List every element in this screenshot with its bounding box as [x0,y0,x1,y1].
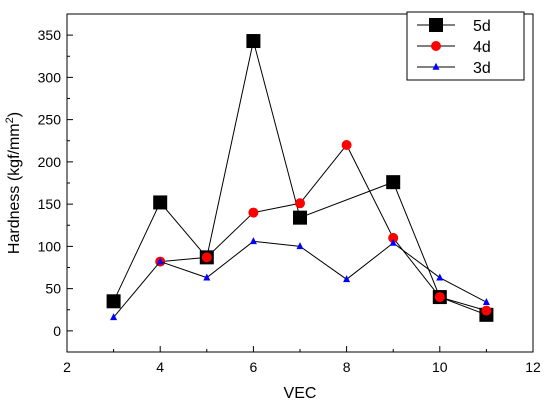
y-tick-label: 350 [38,27,62,43]
x-tick-label: 8 [343,359,351,375]
series-3d [110,237,490,321]
y-tick-label: 200 [38,154,62,170]
data-point-3d [296,242,304,250]
data-point-4d [434,292,445,303]
data-point-3d [203,273,211,281]
y-tick-label: 0 [53,323,61,339]
series-line-4d [160,144,487,312]
y-tick-label: 300 [38,69,62,85]
legend-label-3d: 3d [473,60,491,77]
x-tick-label: 12 [525,359,541,375]
y-tick-label: 150 [38,196,62,212]
x-tick-label: 2 [63,359,71,375]
series-line-5d [113,40,487,316]
y-axis-label: Hardness (kgf/mm2) [4,112,23,254]
data-point-4d [481,305,492,316]
data-point-3d [389,238,397,246]
data-point-5d [106,294,121,309]
data-point-3d [436,273,444,281]
data-point-5d [293,210,307,225]
legend-marker-4d [431,41,441,51]
legend-marker-5d [429,18,443,32]
legend-label-4d: 4d [473,39,491,56]
data-point-5d [246,34,261,49]
data-point-5d [386,175,401,190]
data-point-3d [249,237,257,245]
y-tick-label: 100 [38,238,62,254]
data-point-4d [388,232,399,243]
data-point-5d [153,195,168,210]
y-tick-label: 250 [38,112,62,128]
data-point-3d [482,297,490,305]
data-point-3d [156,257,164,265]
data-point-4d [341,139,352,150]
legend-label-5d: 5d [473,18,491,35]
y-tick-label: 50 [45,281,61,297]
data-point-3d [343,275,351,283]
data-point-4d [248,207,259,218]
x-axis-label: VEC [284,385,317,402]
data-point-4d [295,198,305,209]
x-tick-label: 10 [432,359,448,375]
data-point-4d [201,252,212,263]
legend: 5d 4d 3d [406,11,525,81]
x-tick-label: 6 [250,359,258,375]
legend-marker-3d [432,62,440,70]
data-point-3d [110,313,118,321]
x-tick-label: 4 [156,359,164,375]
